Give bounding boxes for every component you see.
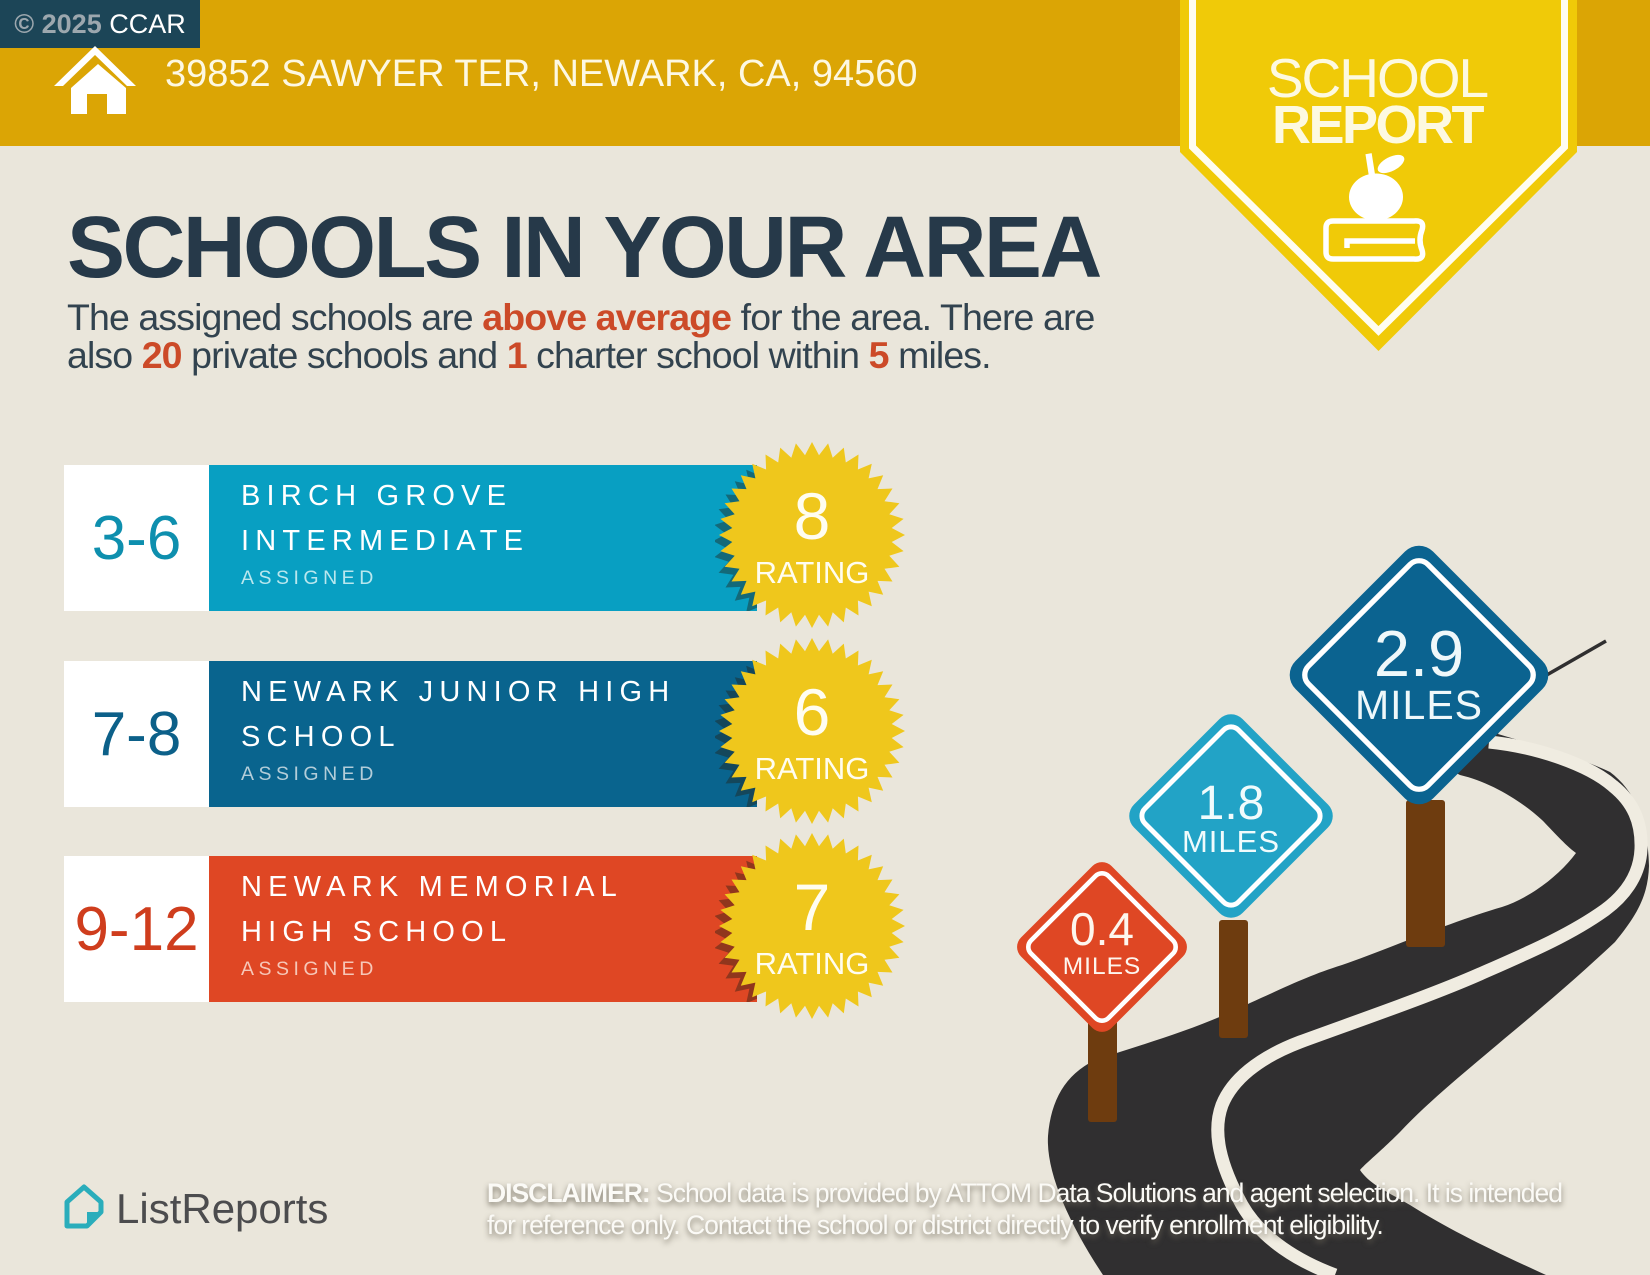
svg-text:1.8: 1.8 — [1198, 777, 1265, 830]
svg-text:8: 8 — [794, 479, 831, 553]
svg-text:RATING: RATING — [755, 946, 870, 981]
svg-text:MILES: MILES — [1063, 953, 1142, 980]
svg-text:7: 7 — [794, 870, 831, 944]
svg-text:SCHOOL: SCHOOL — [1267, 47, 1488, 109]
svg-text:MILES: MILES — [1355, 682, 1483, 728]
svg-text:RATING: RATING — [755, 751, 870, 786]
svg-text:RATING: RATING — [755, 555, 870, 590]
svg-text:6: 6 — [794, 675, 831, 749]
svg-text:REPORT: REPORT — [1272, 95, 1485, 155]
svg-text:MILES: MILES — [1182, 824, 1280, 859]
svg-text:2.9: 2.9 — [1374, 617, 1464, 690]
svg-text:0.4: 0.4 — [1070, 903, 1134, 955]
